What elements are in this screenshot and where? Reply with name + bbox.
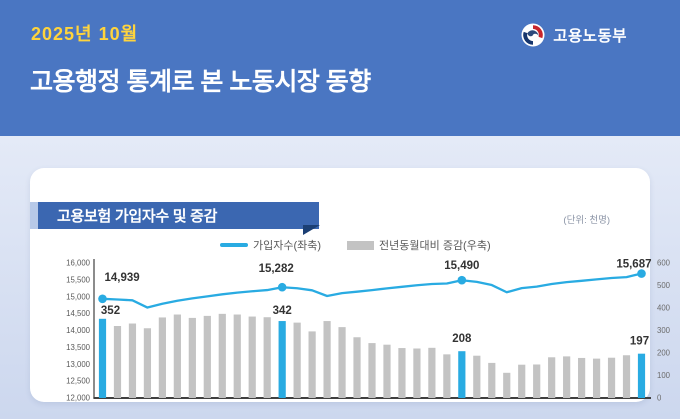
line-marker [637, 269, 646, 278]
left-axis-tick: 16,000 [66, 259, 91, 268]
line-marker [457, 275, 467, 285]
bar [503, 372, 511, 398]
left-axis-tick: 15,500 [66, 275, 91, 284]
bar-october-highlight [458, 351, 466, 398]
legend-item-bar: 전년동월대비 증감(우축) [347, 237, 491, 253]
bar-swatch-icon [347, 240, 375, 250]
ministry-name: 고용노동부 [553, 28, 627, 45]
subscribers-line [101, 272, 643, 309]
bar [248, 316, 256, 398]
right-axis-tick: 0 [657, 394, 662, 403]
bar [443, 354, 451, 398]
bar [338, 327, 346, 398]
bar-value-label: 342 [273, 305, 292, 317]
bar [128, 323, 137, 398]
right-axis-tick: 100 [657, 371, 671, 380]
legend-item-line: 가입자수(좌축) [220, 237, 321, 253]
bar-value-label: 352 [101, 305, 120, 317]
bar [383, 344, 391, 398]
right-axis-tick: 200 [657, 349, 671, 358]
ribbon-fold-corner [303, 225, 320, 235]
bar-october-highlight [278, 321, 286, 398]
chart-legend: 가입자수(좌축) 전년동월대비 증감(우축) [220, 237, 491, 253]
bar [622, 355, 631, 398]
ministry-brand: 고용노동부 [521, 23, 627, 47]
bar [488, 362, 496, 398]
bar [428, 347, 436, 398]
bar [293, 322, 301, 398]
employment-insurance-chart: 12,000 12,500 13,000 13,500 14,000 14,500 15,0… [66, 259, 671, 403]
bar [218, 313, 226, 398]
bar [563, 356, 571, 398]
unit-label: (단위: 천명) [563, 215, 610, 226]
bar [323, 321, 331, 398]
bar [368, 343, 376, 398]
chart-card: 고용보험 가입자수 및 증감 (단위: 천명) 가입자수(좌축) 전년동월대비 … [30, 168, 671, 402]
page-title: 고용행정 통계로 본 노동시장 동향 [30, 68, 371, 96]
header: 2025년 10월 고용행정 통계로 본 노동시장 동향 고용노동부 [0, 0, 680, 136]
bar [548, 357, 556, 398]
left-axis-tick: 12,500 [66, 377, 91, 386]
bar [233, 314, 241, 398]
right-axis-tick: 400 [657, 304, 671, 313]
left-axis-tick: 15,000 [66, 292, 91, 301]
bar-value-label: 197 [630, 336, 649, 348]
line-swatch-icon [220, 243, 248, 247]
bar [158, 317, 166, 398]
bar-value-label: 208 [452, 333, 472, 345]
legend-label-bar: 전년동월대비 증감(우축) [379, 240, 491, 252]
right-axis-tick: 500 [657, 281, 671, 290]
bar [607, 357, 616, 398]
bar [398, 348, 406, 398]
bar [263, 317, 271, 398]
bar [308, 331, 316, 398]
bar [473, 355, 481, 398]
line-marker [98, 294, 107, 304]
moel-emblem-icon [521, 23, 545, 47]
left-axis-tick: 13,000 [66, 360, 91, 369]
left-axis-tick: 13,500 [66, 343, 91, 352]
section-title: 고용보험 가입자수 및 증감 [57, 208, 218, 225]
right-axis-tick: 300 [657, 326, 671, 335]
left-axis-tick: 14,000 [66, 326, 91, 335]
left-axis-tick: 12,000 [66, 394, 91, 403]
bar [188, 317, 196, 398]
section-title-ribbon: 고용보험 가입자수 및 증감 [38, 202, 319, 229]
bar [592, 358, 601, 398]
line-value-label: 15,282 [259, 263, 294, 275]
bar [203, 315, 211, 398]
line-value-label: 15,687 [616, 259, 651, 271]
bar [113, 326, 122, 398]
bar [413, 348, 421, 398]
legend-label-line: 가입자수(좌축) [253, 240, 322, 252]
bar [173, 314, 181, 398]
line-value-label: 15,490 [444, 260, 479, 272]
bar [533, 364, 541, 398]
bar [143, 328, 152, 398]
bar [353, 337, 361, 398]
content-area: 고용보험 가입자수 및 증감 (단위: 천명) 가입자수(좌축) 전년동월대비 … [0, 136, 680, 419]
right-axis-tick: 600 [657, 259, 671, 268]
bar [518, 364, 526, 398]
line-marker [277, 282, 287, 292]
report-date: 2025년 10월 [31, 24, 139, 44]
line-value-label: 14,939 [105, 272, 140, 284]
left-axis-tick: 14,500 [66, 309, 91, 318]
bar-october-highlight [637, 353, 646, 398]
bar [578, 357, 586, 398]
bar-october-highlight [98, 318, 107, 398]
